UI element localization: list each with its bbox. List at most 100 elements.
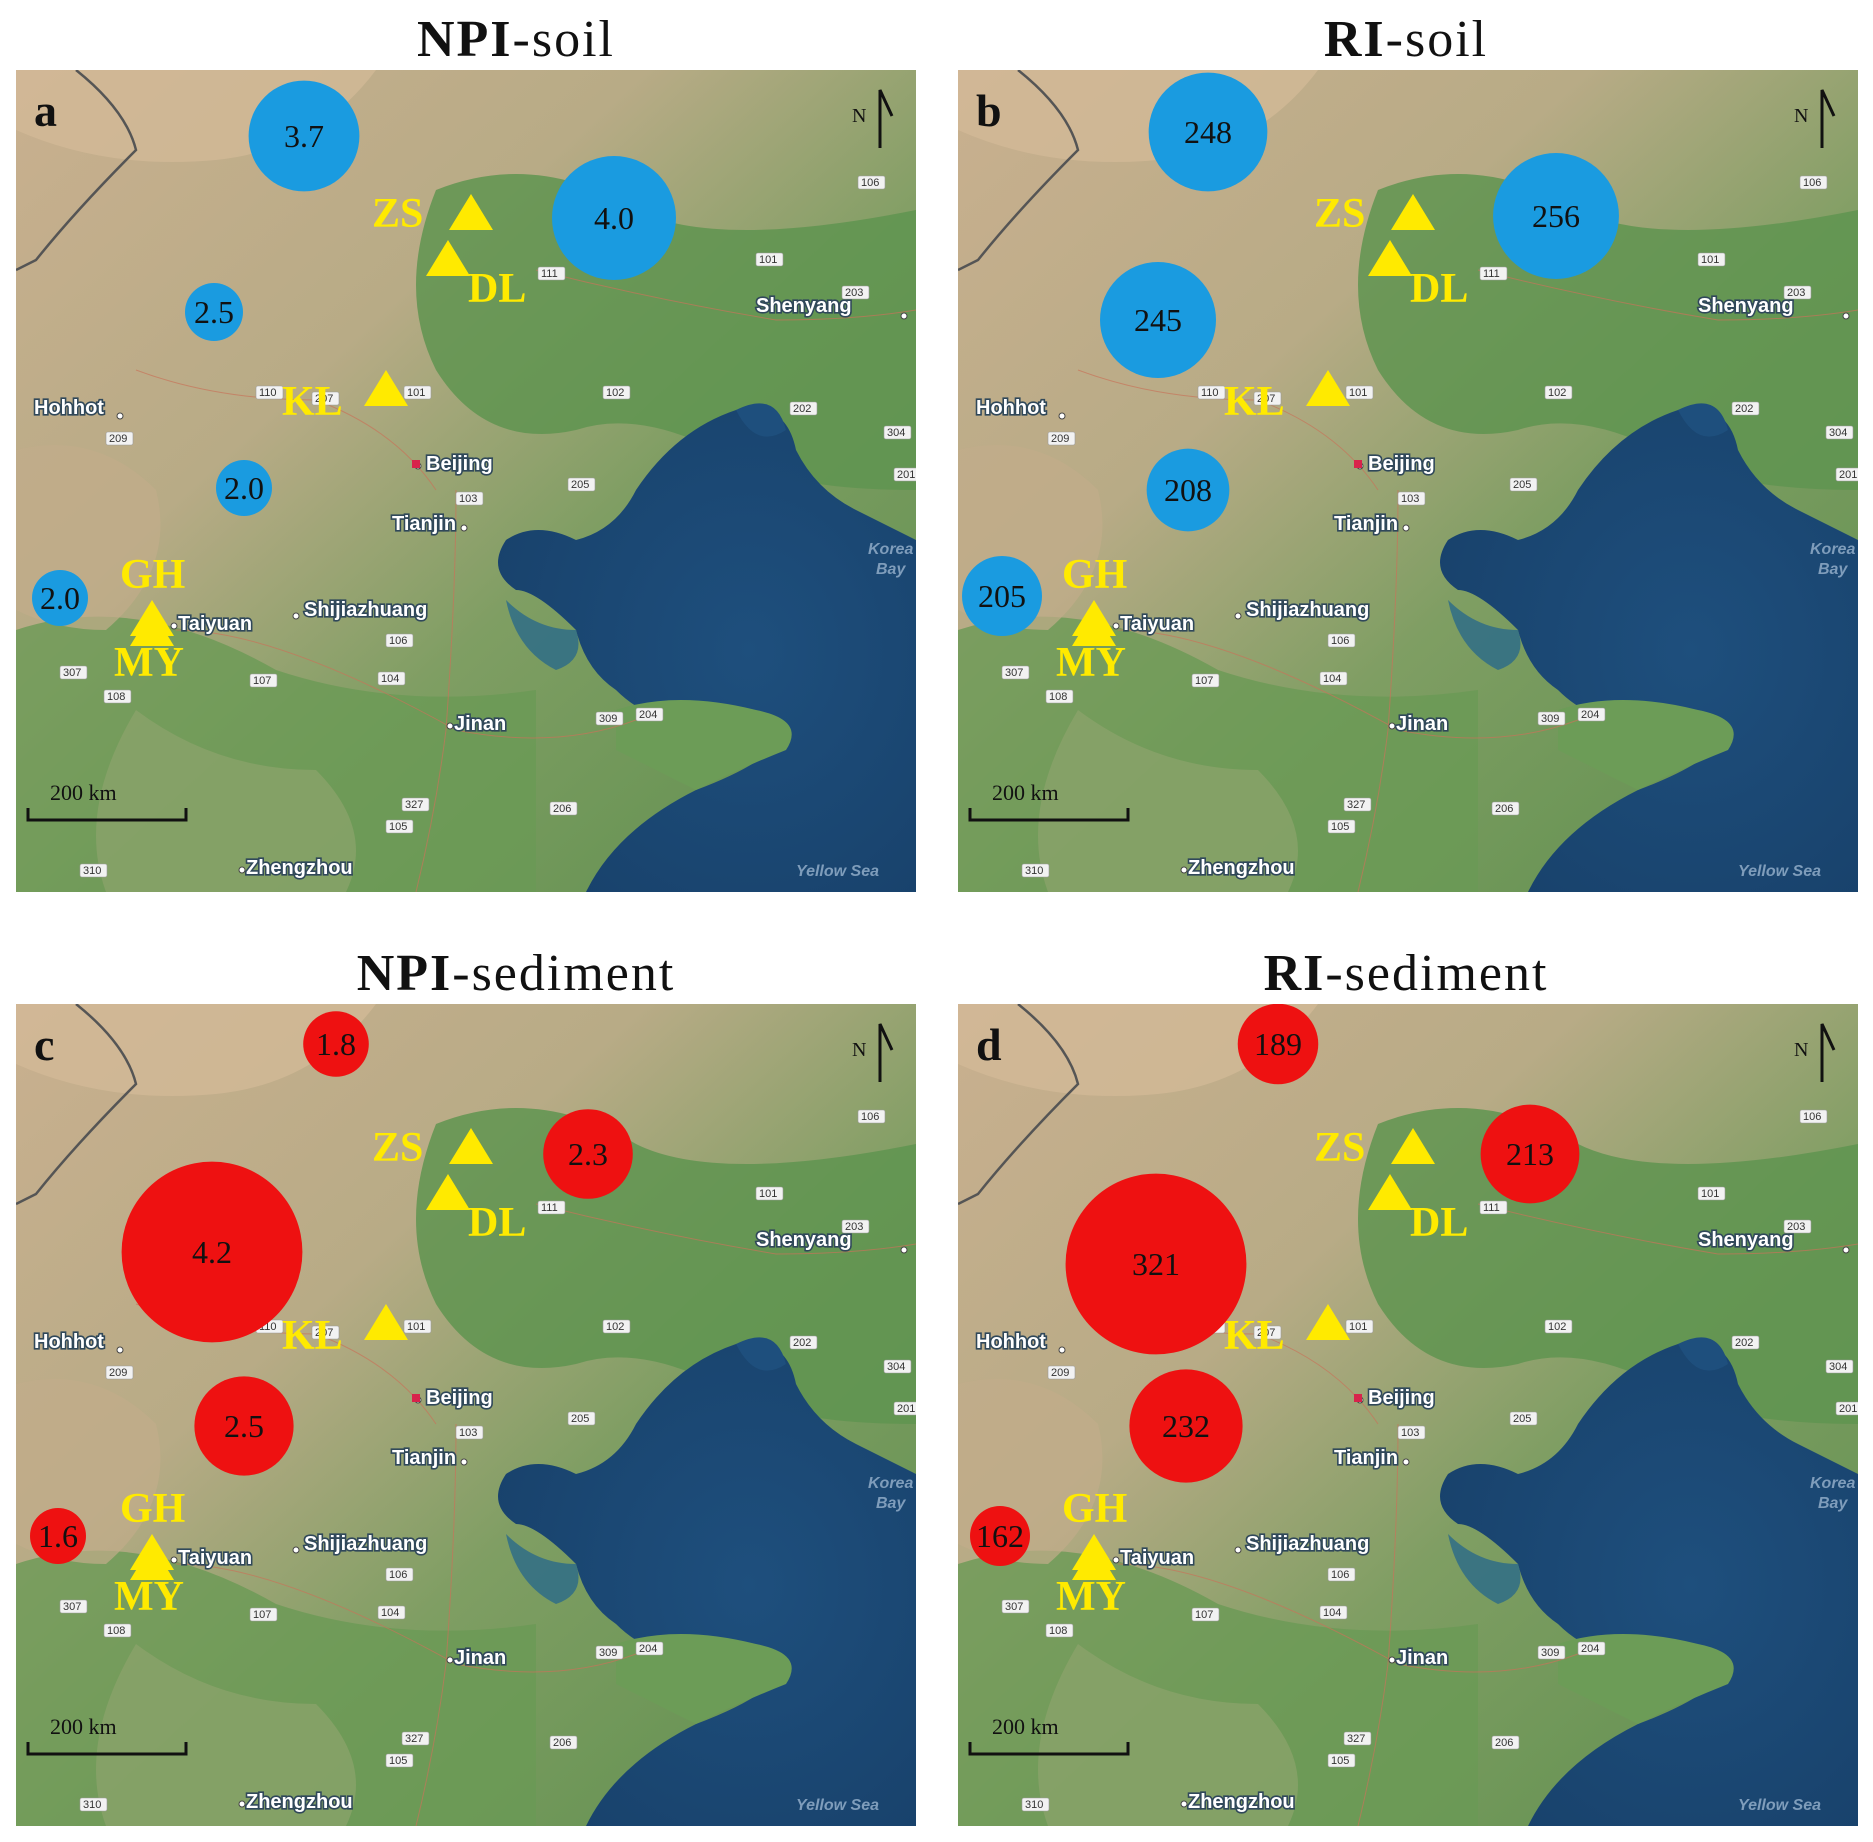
- road-shield: [1491, 801, 1520, 816]
- panel-letter: b: [976, 85, 1002, 136]
- road-shield: [1045, 1623, 1074, 1638]
- sea-label-korea-bay: Bay: [1818, 561, 1848, 578]
- site-label-zs: ZS: [372, 1125, 423, 1171]
- road-shield: [595, 1645, 624, 1660]
- road-shield: [59, 665, 88, 680]
- sea-label-korea-bay: Bay: [876, 1495, 906, 1512]
- road-shield: [1397, 1425, 1426, 1440]
- north-label: N: [1794, 1039, 1808, 1061]
- value-circle-zs: [1148, 72, 1268, 192]
- road-shield: [1047, 431, 1076, 446]
- road-number: 107: [253, 1609, 271, 1621]
- panel-title-bold: NPI: [416, 11, 513, 68]
- border-line: [958, 1004, 1080, 1206]
- value-label-kl: 2.5: [194, 294, 234, 330]
- road-shield: [377, 1605, 406, 1620]
- city-dot: [1388, 722, 1396, 730]
- city-dot: [460, 1458, 468, 1466]
- city-label-shenyang: Shenyang: [1698, 295, 1794, 317]
- road-number: 207: [1257, 1327, 1275, 1339]
- road-shield: [385, 633, 414, 648]
- road-line: [175, 1563, 637, 1673]
- city-label-jinan: Jinan: [454, 1647, 506, 1669]
- road-shield: [893, 467, 916, 482]
- road-number: 205: [571, 1413, 589, 1425]
- city-label-shenyang: Shenyang: [756, 1229, 852, 1251]
- site-marker-dl: [426, 1174, 470, 1210]
- city-dot: [170, 1556, 178, 1564]
- road-shield: [883, 425, 912, 440]
- city-label-beijing: Beijing: [426, 453, 493, 475]
- sea-label-korea-bay: Bay: [876, 561, 906, 578]
- north-arrow-icon: [878, 89, 894, 148]
- steppe-area: [16, 1004, 376, 1096]
- value-label-my: 2.0: [40, 580, 80, 616]
- panel-title-b: RI-soil: [956, 10, 1856, 69]
- road-shield: [1783, 285, 1812, 300]
- road-number: 102: [1548, 1321, 1566, 1333]
- road-shield: [1799, 1109, 1828, 1124]
- city-dot: [292, 1546, 300, 1554]
- road-shield: [385, 1567, 414, 1582]
- road-shield: [1479, 1200, 1508, 1215]
- city-dot: [238, 866, 246, 874]
- road-number: 304: [887, 1361, 905, 1373]
- road-line: [1477, 269, 1858, 321]
- road-number: 209: [1051, 1367, 1069, 1379]
- city-label-hohhot: Hohhot: [34, 397, 104, 419]
- road-shield: [595, 711, 624, 726]
- site-label-zs: ZS: [372, 191, 423, 237]
- road-shield: [1825, 1359, 1854, 1374]
- panel-title-bold: RI: [1323, 11, 1386, 68]
- road-shield: [385, 1753, 414, 1768]
- value-circle-dl: [1493, 153, 1619, 279]
- road-number: 201: [1839, 1403, 1857, 1415]
- road-number: 101: [1349, 387, 1367, 399]
- sea-label-korea-bay: Korea: [1810, 1475, 1855, 1492]
- road-number: 327: [1347, 1733, 1365, 1745]
- bohai-coast: [506, 1534, 579, 1604]
- road-shield: [1697, 252, 1726, 267]
- city-dot: [1402, 524, 1410, 532]
- capital-marker: [1354, 460, 1362, 468]
- farmland-area: [1038, 710, 1298, 892]
- road-shield: [1253, 391, 1282, 406]
- road-shield: [1327, 1567, 1356, 1582]
- north-arrow-icon: [878, 1023, 894, 1082]
- value-label-dl: 4.0: [594, 200, 634, 236]
- value-label-my: 205: [978, 578, 1026, 614]
- site-label-gh: GH: [120, 552, 185, 598]
- value-circle-zs: [1237, 1004, 1319, 1085]
- value-label-kl: 321: [1132, 1246, 1180, 1282]
- road-shield: [1197, 385, 1226, 400]
- value-circle-my: [970, 1506, 1030, 1566]
- value-circle-kl: [1065, 1173, 1247, 1355]
- scale-label: 200 km: [50, 1714, 117, 1739]
- road-shield: [455, 1425, 484, 1440]
- road-shield: [1509, 477, 1538, 492]
- scale-label: 200 km: [992, 1714, 1059, 1739]
- road-shield: [1835, 467, 1858, 482]
- sea-label-korea-bay: Bay: [1818, 1495, 1848, 1512]
- road-shield: [1577, 707, 1606, 722]
- road-number: 104: [1323, 673, 1341, 685]
- site-marker-my: [130, 1544, 174, 1580]
- road-number: 106: [389, 635, 407, 647]
- road-line: [535, 1203, 916, 1255]
- border-line: [16, 1004, 138, 1206]
- site-marker-kl: [1306, 1304, 1350, 1340]
- border-line: [16, 70, 138, 272]
- city-label-hohhot: Hohhot: [976, 397, 1046, 419]
- road-shield: [1397, 491, 1426, 506]
- road-shield: [602, 1319, 631, 1334]
- road-number: 102: [606, 387, 624, 399]
- value-label-zs: 1.8: [316, 1026, 356, 1062]
- site-label-dl: DL: [1410, 1200, 1468, 1246]
- road-number: 202: [1735, 403, 1753, 415]
- value-circle-dl: [552, 156, 676, 280]
- road-shield: [1191, 673, 1220, 688]
- road-line: [175, 629, 637, 739]
- road-shield: [377, 671, 406, 686]
- shandong-peninsula: [616, 1634, 792, 1724]
- road-shield: [1343, 1731, 1372, 1746]
